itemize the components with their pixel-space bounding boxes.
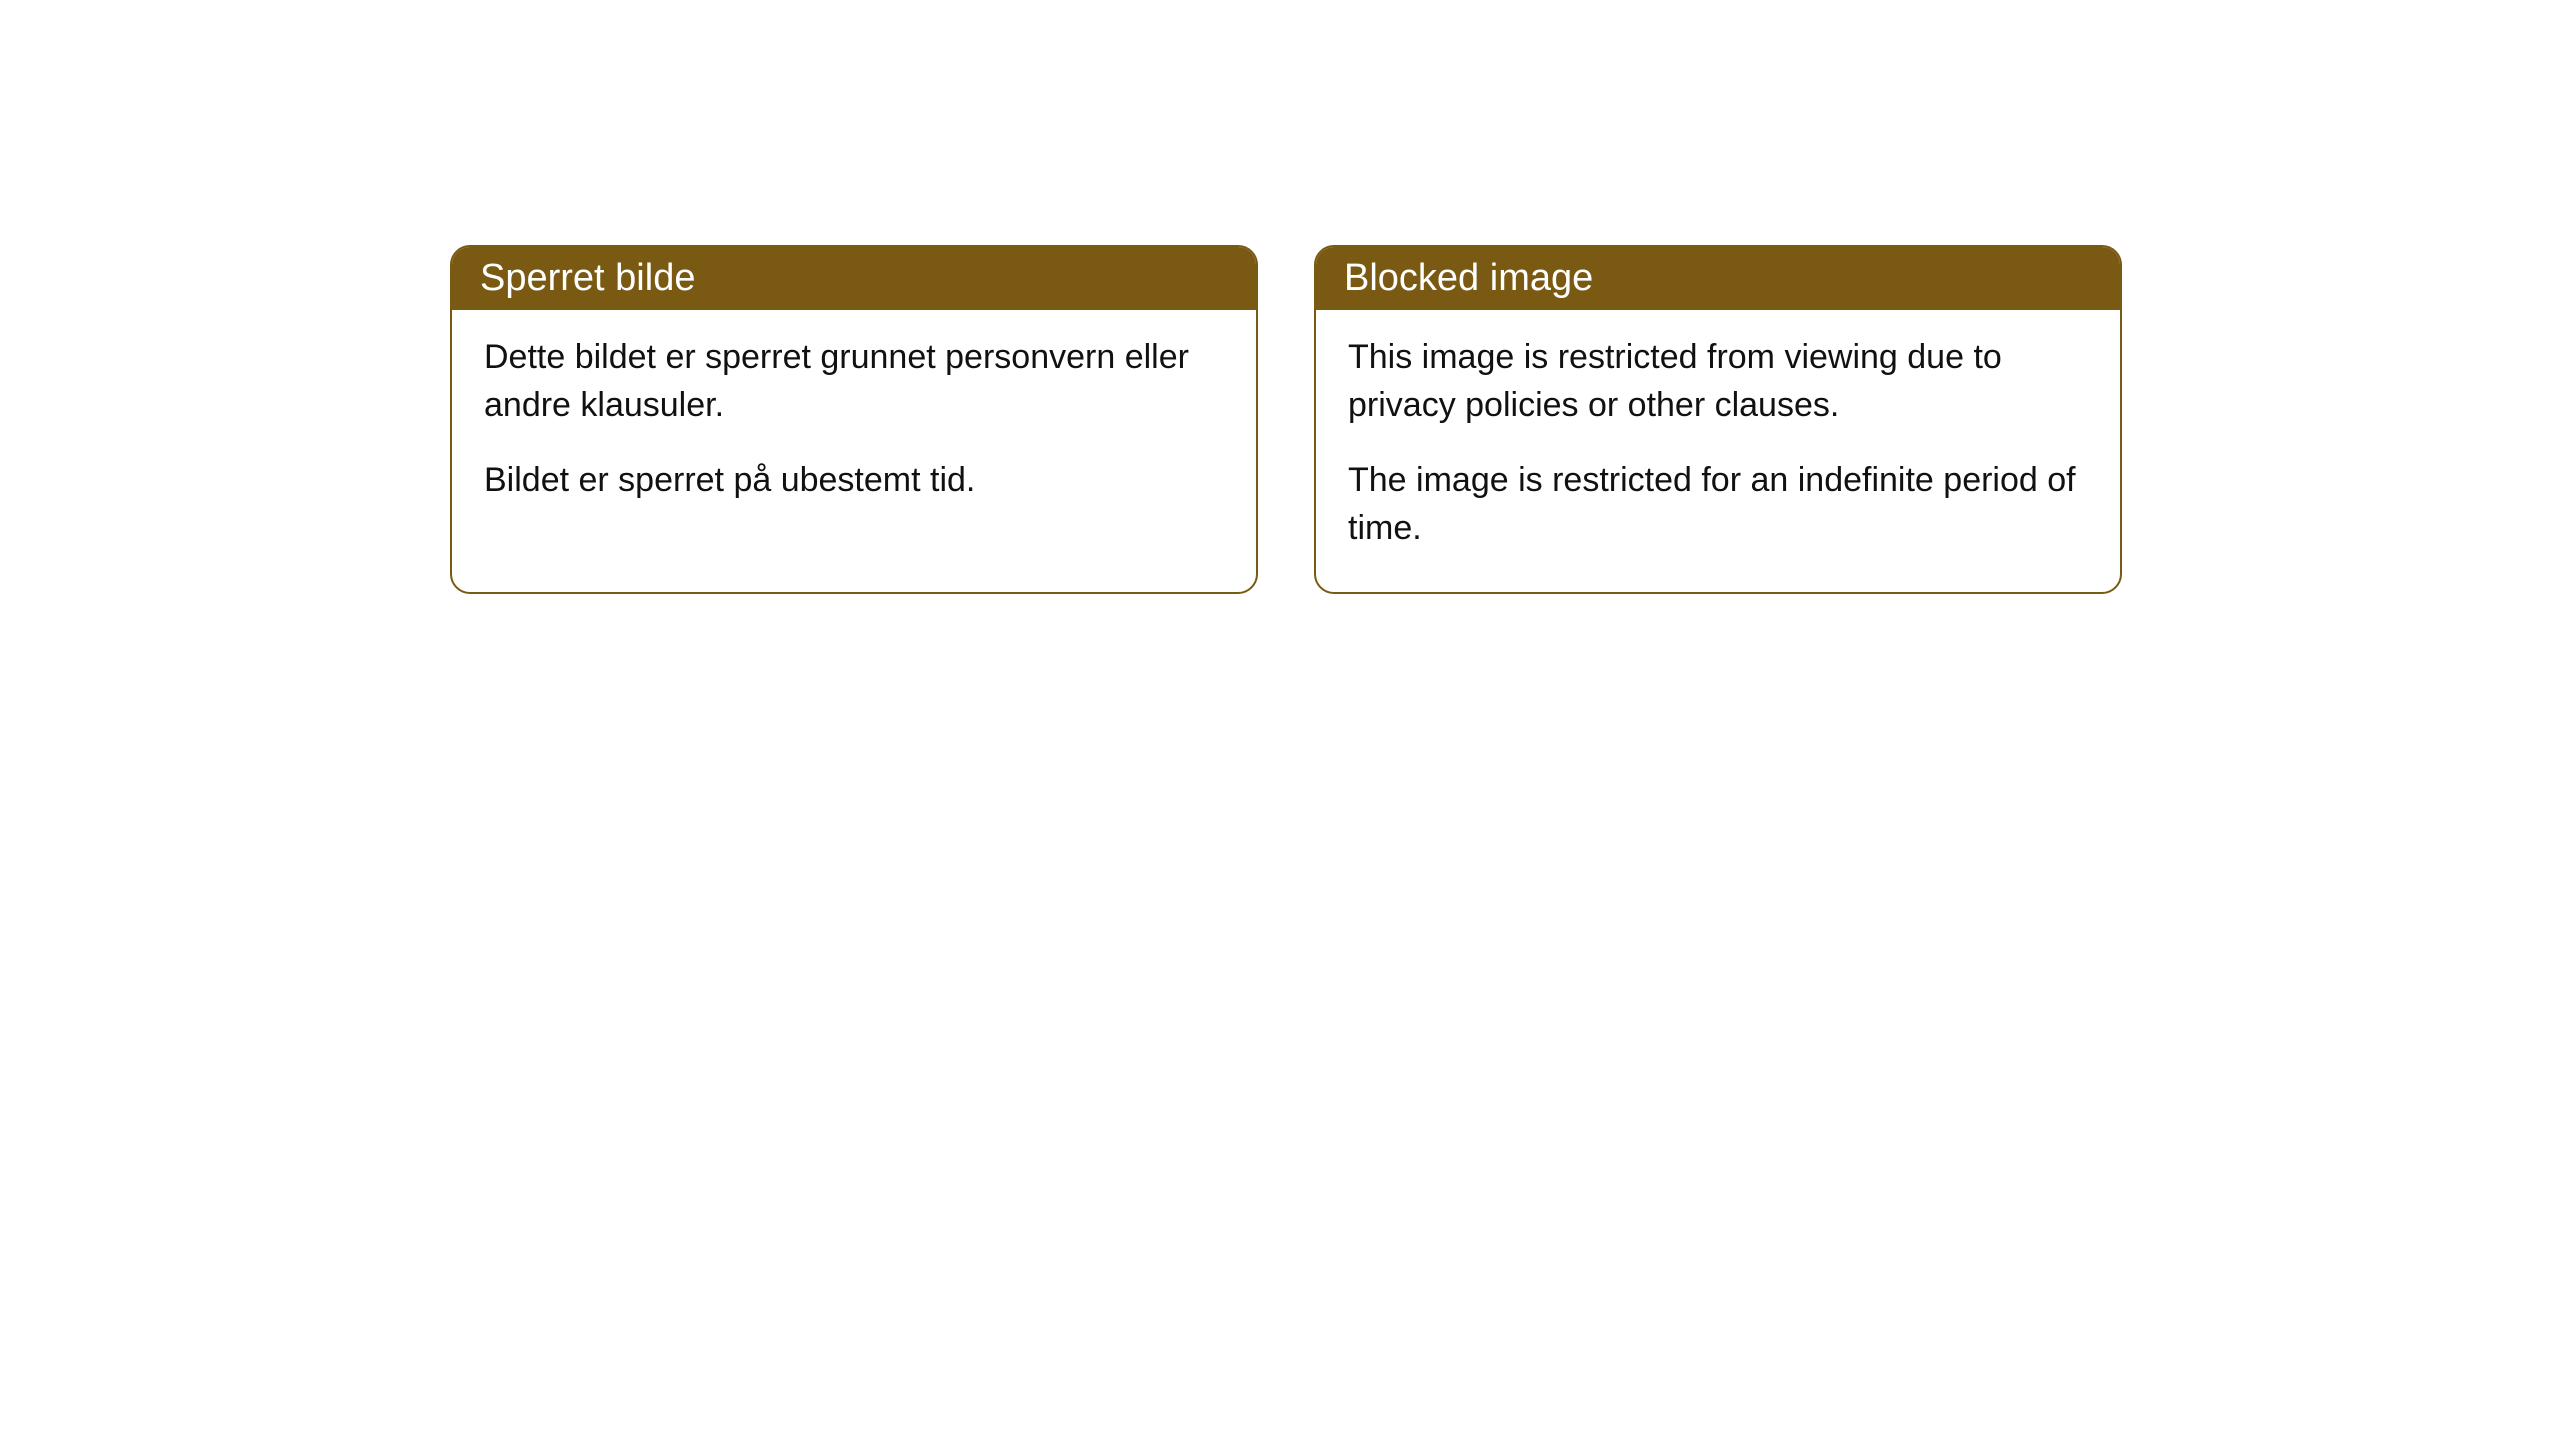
notice-cards-container: Sperret bilde Dette bildet er sperret gr… xyxy=(450,245,2122,594)
card-title: Sperret bilde xyxy=(480,257,695,299)
card-paragraph: Bildet er sperret på ubestemt tid. xyxy=(484,457,1224,505)
card-paragraph: Dette bildet er sperret grunnet personve… xyxy=(484,334,1224,429)
card-paragraph: This image is restricted from viewing du… xyxy=(1348,334,2088,429)
card-header: Sperret bilde xyxy=(452,247,1256,310)
notice-card-english: Blocked image This image is restricted f… xyxy=(1314,245,2122,594)
card-paragraph: The image is restricted for an indefinit… xyxy=(1348,457,2088,552)
card-body: Dette bildet er sperret grunnet personve… xyxy=(452,310,1256,545)
card-title: Blocked image xyxy=(1344,257,1593,299)
card-header: Blocked image xyxy=(1316,247,2120,310)
card-body: This image is restricted from viewing du… xyxy=(1316,310,2120,592)
notice-card-norwegian: Sperret bilde Dette bildet er sperret gr… xyxy=(450,245,1258,594)
